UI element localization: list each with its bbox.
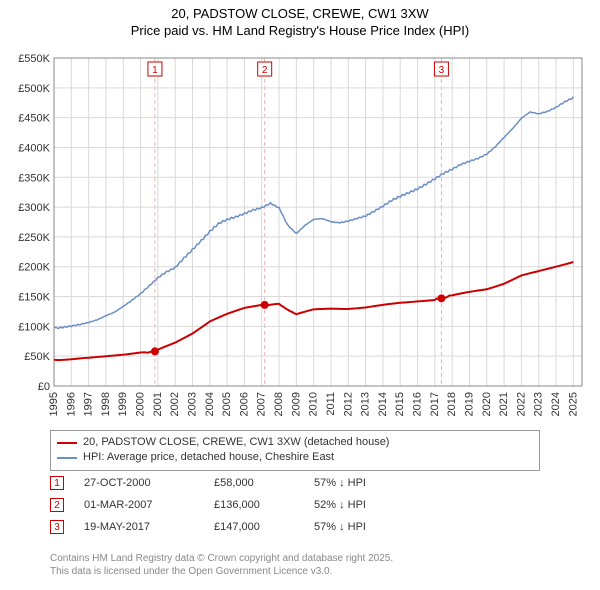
svg-text:2017: 2017 [429, 392, 441, 416]
legend-swatch-hpi [57, 457, 77, 459]
svg-text:2019: 2019 [463, 392, 475, 416]
sale-marker-2: 2 [50, 498, 64, 512]
svg-text:2021: 2021 [498, 392, 510, 416]
chart-container: £0 £50K £100K £150K £200K £250K £300K £350K £400… [10, 50, 590, 420]
svg-text:1997: 1997 [83, 392, 95, 416]
price-chart: £0 £50K £100K £150K £200K £250K £300K £350K £400… [10, 50, 590, 420]
svg-text:2013: 2013 [360, 392, 372, 416]
svg-text:1996: 1996 [65, 392, 77, 416]
footer-line-1: Contains HM Land Registry data © Crown c… [50, 552, 550, 565]
svg-text:£250K: £250K [18, 232, 50, 244]
svg-text:£200K: £200K [18, 262, 50, 274]
sale-price-2: £136,000 [214, 499, 294, 511]
sale-hpi-1: 57% ↓ HPI [314, 477, 394, 489]
svg-text:2004: 2004 [204, 392, 216, 416]
svg-text:2005: 2005 [221, 392, 233, 416]
svg-text:2011: 2011 [325, 392, 337, 416]
footer-line-2: This data is licensed under the Open Gov… [50, 565, 550, 578]
sales-row-2: 2 01-MAR-2007 £136,000 52% ↓ HPI [50, 494, 540, 516]
sale-date-3: 19-MAY-2017 [84, 521, 194, 533]
legend: 20, PADSTOW CLOSE, CREWE, CW1 3XW (detac… [50, 430, 540, 471]
svg-text:3: 3 [439, 65, 445, 76]
svg-text:2002: 2002 [169, 392, 181, 416]
svg-text:1995: 1995 [48, 392, 60, 416]
sales-row-3: 3 19-MAY-2017 £147,000 57% ↓ HPI [50, 516, 540, 538]
svg-text:2022: 2022 [515, 392, 527, 416]
svg-text:2: 2 [262, 65, 268, 76]
svg-text:2025: 2025 [567, 392, 579, 416]
svg-text:2006: 2006 [238, 392, 250, 416]
svg-text:2000: 2000 [135, 392, 147, 416]
sales-table: 1 27-OCT-2000 £58,000 57% ↓ HPI 2 01-MAR… [50, 472, 540, 538]
svg-text:2014: 2014 [377, 392, 389, 416]
title-line-1: 20, PADSTOW CLOSE, CREWE, CW1 3XW [0, 6, 600, 23]
sale-date-1: 27-OCT-2000 [84, 477, 194, 489]
footer: Contains HM Land Registry data © Crown c… [50, 552, 550, 578]
svg-text:1: 1 [152, 65, 158, 76]
svg-text:2023: 2023 [533, 392, 545, 416]
sale-marker-3: 3 [50, 520, 64, 534]
sale-hpi-2: 52% ↓ HPI [314, 499, 394, 511]
sales-row-1: 1 27-OCT-2000 £58,000 57% ↓ HPI [50, 472, 540, 494]
svg-text:2008: 2008 [273, 392, 285, 416]
svg-text:2009: 2009 [290, 392, 302, 416]
svg-text:2012: 2012 [342, 392, 354, 416]
svg-text:2015: 2015 [394, 392, 406, 416]
svg-text:£50K: £50K [24, 351, 50, 363]
sale-price-3: £147,000 [214, 521, 294, 533]
sale-marker-1: 1 [50, 476, 64, 490]
svg-text:2024: 2024 [550, 392, 562, 416]
title-line-2: Price paid vs. HM Land Registry's House … [0, 23, 600, 40]
svg-text:1999: 1999 [117, 392, 129, 416]
chart-title-block: 20, PADSTOW CLOSE, CREWE, CW1 3XW Price … [0, 0, 600, 40]
svg-text:£500K: £500K [18, 83, 50, 95]
svg-text:2018: 2018 [446, 392, 458, 416]
svg-text:£0: £0 [38, 381, 50, 393]
svg-text:2010: 2010 [308, 392, 320, 416]
sale-price-1: £58,000 [214, 477, 294, 489]
legend-item-price: 20, PADSTOW CLOSE, CREWE, CW1 3XW (detac… [57, 435, 533, 450]
svg-text:1998: 1998 [100, 392, 112, 416]
svg-text:£450K: £450K [18, 113, 50, 125]
svg-text:2003: 2003 [186, 392, 198, 416]
svg-text:£300K: £300K [18, 202, 50, 214]
svg-text:2001: 2001 [152, 392, 164, 416]
svg-text:£350K: £350K [18, 172, 50, 184]
legend-label-hpi: HPI: Average price, detached house, Ches… [83, 450, 334, 465]
svg-text:2016: 2016 [412, 392, 424, 416]
legend-swatch-price [57, 442, 77, 444]
svg-text:2020: 2020 [481, 392, 493, 416]
legend-label-price: 20, PADSTOW CLOSE, CREWE, CW1 3XW (detac… [83, 435, 389, 450]
svg-text:£100K: £100K [18, 321, 50, 333]
svg-text:2007: 2007 [256, 392, 268, 416]
svg-text:£150K: £150K [18, 292, 50, 304]
sale-hpi-3: 57% ↓ HPI [314, 521, 394, 533]
svg-text:£550K: £550K [18, 53, 50, 65]
sale-date-2: 01-MAR-2007 [84, 499, 194, 511]
svg-text:£400K: £400K [18, 142, 50, 154]
legend-item-hpi: HPI: Average price, detached house, Ches… [57, 450, 533, 465]
